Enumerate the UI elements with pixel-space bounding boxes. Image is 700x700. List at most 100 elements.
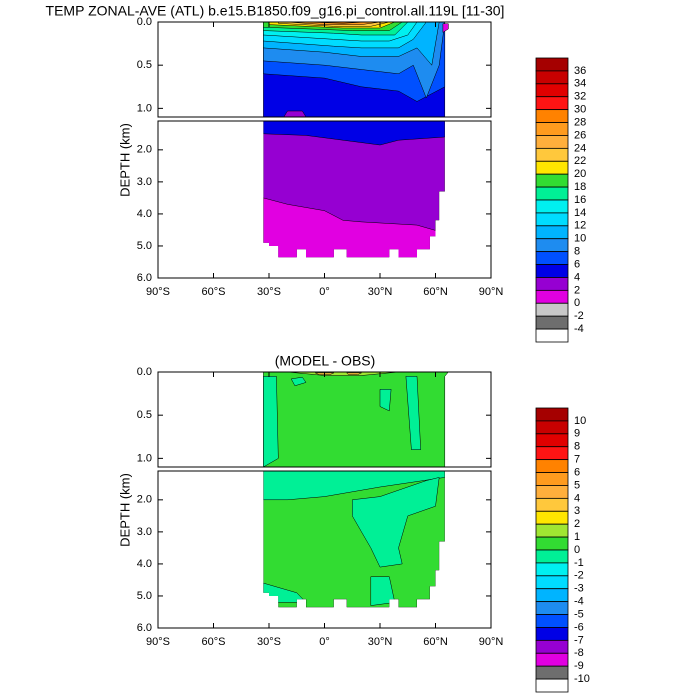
y-tick-label: 0.0	[137, 16, 152, 28]
y-tick-label: 3.0	[137, 526, 152, 538]
colorbar-box	[535, 562, 569, 577]
colorbar-box	[535, 212, 569, 227]
colorbar-box	[535, 315, 569, 330]
colorbar-box	[535, 251, 569, 265]
colorbar-box	[535, 238, 569, 253]
colorbar-box	[535, 523, 569, 538]
contour-field	[263, 22, 449, 117]
chart-title: TEMP ZONAL-AVE (ATL) b.e15.B1850.f09_g16…	[46, 3, 505, 19]
colorbar-label: -4	[574, 596, 584, 608]
colorbar-label: -2	[574, 570, 584, 582]
colorbar-box	[535, 122, 569, 136]
colorbar-label: -10	[574, 673, 590, 685]
x-tick-label: 90°S	[146, 636, 170, 648]
colorbar-label: 5	[574, 479, 580, 491]
colorbar-box	[535, 652, 569, 667]
y-tick-label: 0.0	[137, 366, 152, 378]
colorbar-box	[535, 70, 569, 85]
y-tick-label: 1.0	[137, 452, 152, 464]
x-tick-label: 60°S	[202, 286, 226, 298]
contour-band	[405, 376, 421, 450]
x-tick-label: 90°S	[146, 286, 170, 298]
colorbar-box	[535, 57, 569, 72]
colorbar-label: 32	[574, 91, 586, 103]
y-tick-label: 0.5	[137, 59, 152, 71]
colorbar-label: 16	[574, 194, 586, 206]
colorbar-label: -5	[574, 608, 584, 620]
colorbar-label: 12	[574, 220, 586, 232]
contour-field	[263, 121, 445, 258]
colorbar-box	[535, 485, 569, 499]
colorbar-label: 34	[574, 78, 586, 90]
y-axis-label: DEPTH (km)	[117, 123, 132, 197]
colorbar-box	[535, 96, 569, 111]
colorbar-box	[535, 160, 569, 175]
colorbar-label: 3	[574, 505, 580, 517]
x-tick-label: 0°	[319, 636, 330, 648]
x-tick-label: 90°N	[479, 636, 504, 648]
colorbar-label: -1	[574, 557, 584, 569]
colorbar-box	[535, 639, 569, 654]
colorbar-label: -8	[574, 647, 584, 659]
colorbar-box	[535, 109, 569, 123]
colorbar-label: 30	[574, 104, 586, 116]
chart-title: (MODEL - OBS)	[275, 353, 376, 369]
colorbar-box	[535, 446, 569, 461]
contour-band	[263, 471, 445, 501]
colorbar-box	[535, 601, 569, 615]
colorbar-box	[535, 225, 569, 240]
colorbar-label: 24	[574, 142, 586, 154]
colorbar-label: 22	[574, 155, 586, 167]
colorbar-box	[535, 173, 569, 188]
x-tick-label: 30°N	[368, 286, 393, 298]
colorbar-box	[535, 277, 569, 291]
colorbar-label: -4	[574, 323, 584, 335]
colorbar-label: 18	[574, 181, 586, 193]
colorbar-label: 4	[574, 271, 580, 283]
colorbar-box	[535, 510, 569, 525]
y-tick-label: 2.0	[137, 494, 152, 506]
y-tick-label: 3.0	[137, 176, 152, 188]
colorbar-box	[535, 420, 569, 435]
contour-band	[290, 376, 307, 387]
contour-band	[263, 376, 279, 467]
colorbar-label: 0	[574, 297, 580, 309]
contour-band	[346, 372, 362, 375]
colorbar-box	[535, 328, 569, 343]
x-tick-label: 0°	[319, 286, 330, 298]
colorbar-box	[535, 614, 569, 628]
contour-band	[379, 389, 392, 412]
colorbar-box	[535, 588, 569, 603]
colorbar-box	[535, 147, 569, 162]
x-tick-label: 30°N	[368, 636, 393, 648]
x-tick-label: 30°S	[257, 636, 281, 648]
colorbar-box	[535, 627, 569, 641]
colorbar-box	[535, 186, 569, 201]
x-tick-label: 60°N	[423, 286, 448, 298]
colorbar-label: 6	[574, 258, 580, 270]
colorbar-label: 28	[574, 116, 586, 128]
colorbar-label: 8	[574, 246, 580, 258]
contour-band	[283, 110, 307, 117]
contour-band	[263, 197, 445, 258]
colorbar-label: 26	[574, 129, 586, 141]
colorbar-label: 20	[574, 168, 586, 180]
contour-band	[442, 23, 449, 33]
y-tick-label: 4.0	[137, 208, 152, 220]
y-tick-label: 6.0	[137, 272, 152, 284]
colorbar-label: 8	[574, 441, 580, 453]
colorbar-box	[535, 678, 569, 693]
colorbar-label: 4	[574, 492, 580, 504]
colorbar-label: -6	[574, 621, 584, 633]
colorbar-label: 10	[574, 415, 586, 427]
colorbar-box	[535, 472, 569, 486]
y-tick-label: 6.0	[137, 622, 152, 634]
colorbar-label: 9	[574, 428, 580, 440]
x-tick-label: 30°S	[257, 286, 281, 298]
colorbar-label: -9	[574, 660, 584, 672]
colorbar-label: -7	[574, 634, 584, 646]
colorbar-label: 14	[574, 207, 586, 219]
colorbar-box	[535, 433, 569, 448]
colorbar-label: 2	[574, 284, 580, 296]
colorbar-box	[535, 407, 569, 422]
